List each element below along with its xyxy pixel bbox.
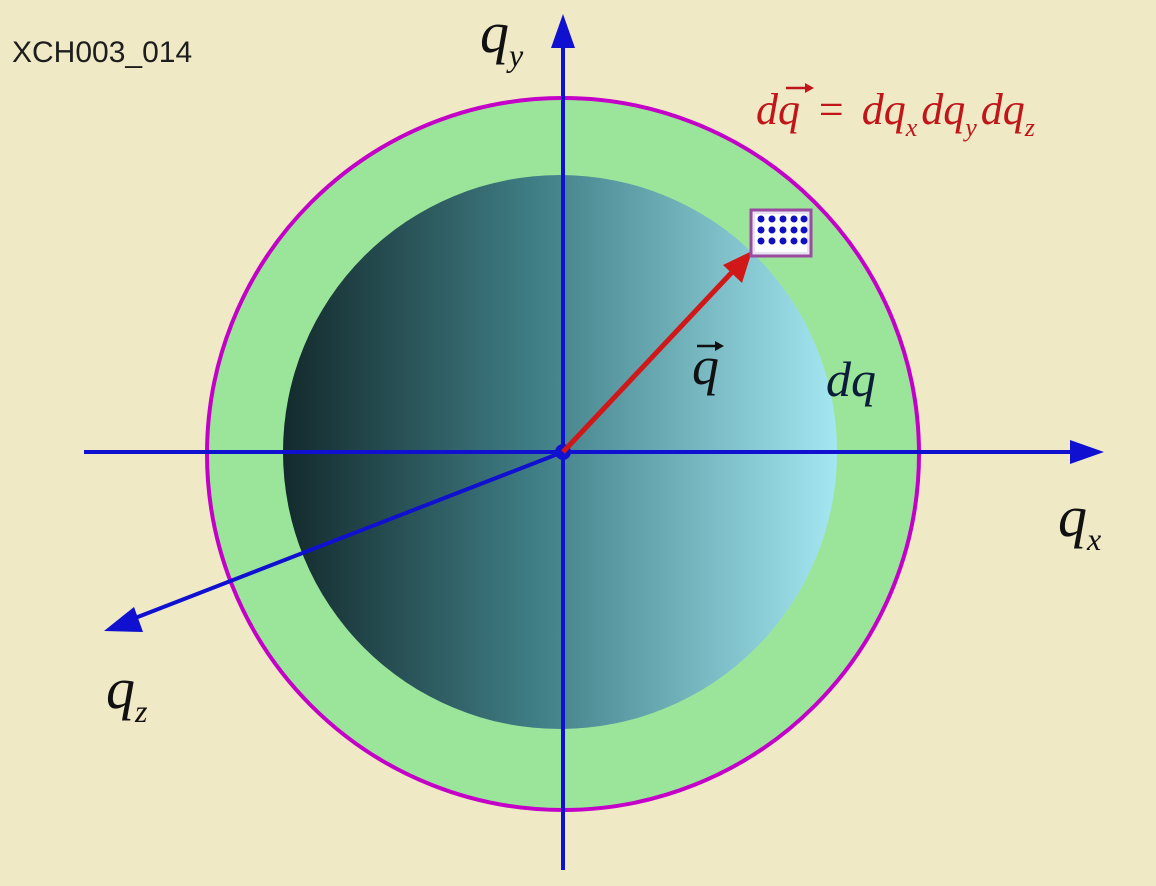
y-axis-label: qy (480, 0, 524, 73)
x-axis-arrowhead (1070, 440, 1104, 464)
z-axis-label: qz (106, 656, 148, 729)
q-vector-line (561, 267, 737, 454)
volume-element-dots (757, 215, 808, 245)
axis-arrowheads (104, 14, 1104, 632)
volume-element-formula: dq = dqx dqy dqz (756, 83, 1035, 142)
vector-q-overarrow-head (715, 341, 724, 351)
volume-element (749, 208, 813, 258)
y-axis-arrowhead (551, 14, 575, 48)
figure-code-label: XCH003_014 (12, 36, 192, 69)
z-axis-arrowhead (104, 607, 143, 632)
formula-eq: = (816, 85, 846, 134)
formula-lhs: dq (756, 85, 800, 134)
shell-dq-label: dq (826, 351, 876, 407)
svg-text:dq = dqx: dq = dqx dqy dqz (756, 85, 1035, 142)
q-vector-arrowhead (723, 251, 752, 283)
vector-q-label: q (692, 336, 724, 396)
z-axis-line (129, 450, 564, 622)
formula-lhs-overarrow-head (805, 83, 814, 93)
x-axis-label: qx (1058, 484, 1101, 557)
